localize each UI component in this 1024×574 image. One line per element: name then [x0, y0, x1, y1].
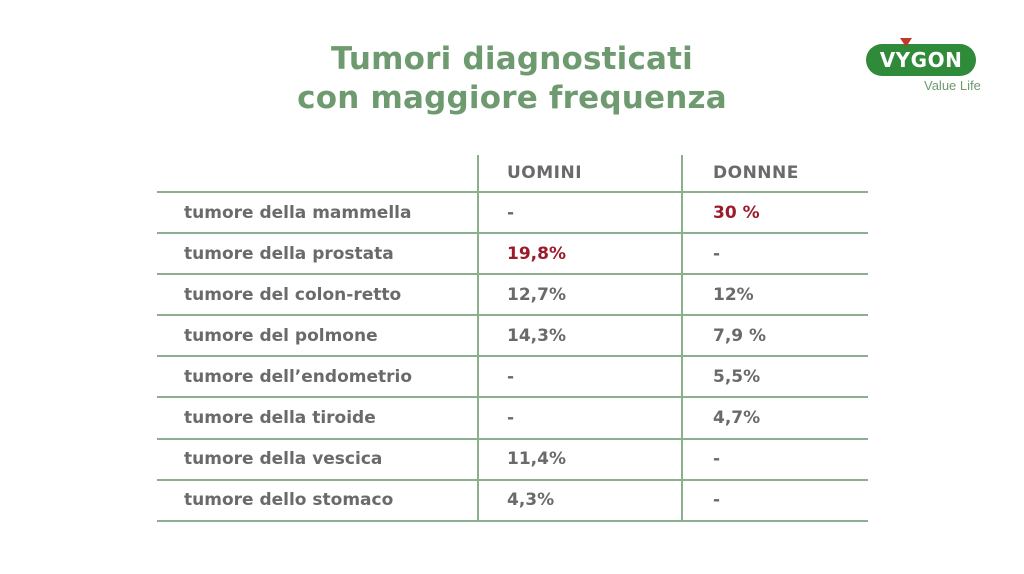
frequency-table: UOMINI DONNNE tumore della mammella - 30…	[157, 150, 868, 522]
row-divider	[157, 355, 868, 357]
logo-brand: VYGON	[866, 44, 976, 76]
logo-tagline: Value Life	[924, 78, 981, 93]
row-divider	[157, 438, 868, 440]
cell-uomini: 12,7%	[507, 285, 566, 305]
cell-uomini: -	[507, 367, 515, 387]
table-row: tumore dell’endometrio - 5,5%	[157, 357, 868, 397]
table-row: tumore della tiroide - 4,7%	[157, 398, 868, 438]
page-title: Tumori diagnosticati con maggiore freque…	[0, 40, 1024, 118]
table-row: tumore della mammella - 30 %	[157, 193, 868, 233]
title-line-2: con maggiore frequenza	[297, 80, 727, 116]
cell-uomini: 4,3%	[507, 490, 555, 510]
cell-uomini: 11,4%	[507, 449, 566, 469]
cell-donne: -	[713, 449, 721, 469]
row-label: tumore della vescica	[184, 449, 383, 469]
cell-uomini: 19,8%	[507, 244, 566, 264]
cell-donne: 12%	[713, 285, 754, 305]
table-row: tumore del polmone 14,3% 7,9 %	[157, 316, 868, 356]
cell-donne: 30 %	[713, 203, 760, 223]
row-label: tumore della prostata	[184, 244, 394, 264]
row-label: tumore della tiroide	[184, 408, 376, 428]
row-divider	[157, 520, 868, 522]
row-divider	[157, 396, 868, 398]
row-divider	[157, 314, 868, 316]
cell-donne: -	[713, 490, 721, 510]
header-uomini: UOMINI	[507, 163, 583, 183]
column-divider-2	[681, 155, 683, 521]
table-row: tumore dello stomaco 4,3% -	[157, 480, 868, 520]
row-label: tumore dello stomaco	[184, 490, 394, 510]
row-label: tumore dell’endometrio	[184, 367, 413, 387]
header-donne: DONNNE	[713, 163, 799, 183]
vygon-logo: VYGON Value Life	[866, 38, 998, 98]
cell-uomini: -	[507, 203, 515, 223]
cell-donne: 4,7%	[713, 408, 761, 428]
cell-donne: 7,9 %	[713, 326, 767, 346]
cell-uomini: -	[507, 408, 515, 428]
row-divider	[157, 191, 868, 193]
table-row: tumore della prostata 19,8% -	[157, 234, 868, 274]
row-divider	[157, 232, 868, 234]
row-divider	[157, 479, 868, 481]
cell-donne: -	[713, 244, 721, 264]
cell-donne: 5,5%	[713, 367, 761, 387]
table-row: tumore del colon-retto 12,7% 12%	[157, 275, 868, 315]
row-label: tumore del colon-retto	[184, 285, 402, 305]
cell-uomini: 14,3%	[507, 326, 566, 346]
row-label: tumore della mammella	[184, 203, 412, 223]
table-row: tumore della vescica 11,4% -	[157, 439, 868, 479]
title-line-1: Tumori diagnosticati	[330, 41, 694, 77]
logo-triangle-icon	[900, 38, 912, 47]
column-divider-1	[477, 155, 479, 521]
row-divider	[157, 273, 868, 275]
row-label: tumore del polmone	[184, 326, 378, 346]
